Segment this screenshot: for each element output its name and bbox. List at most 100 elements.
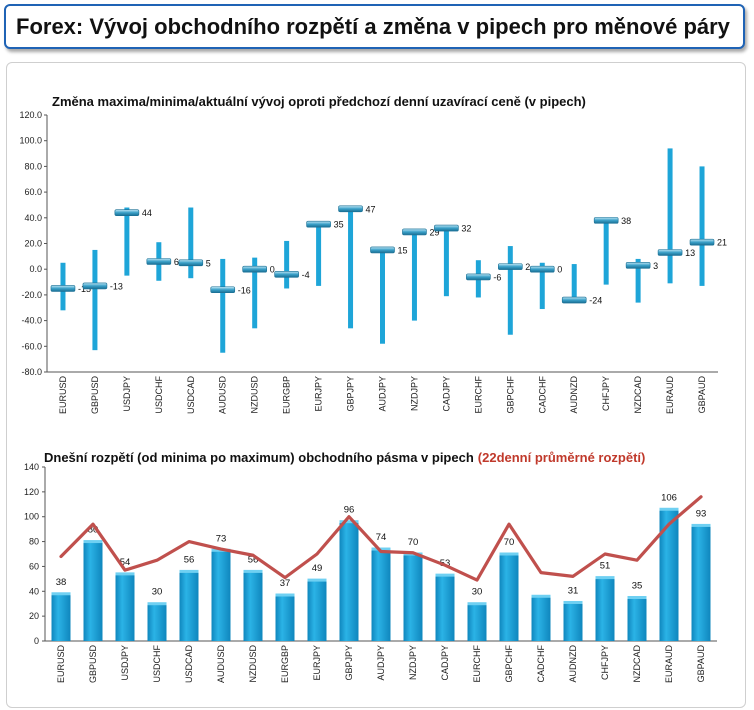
range-value-bar-top: [531, 594, 551, 598]
bar-category-label: NZDCAD: [632, 645, 642, 683]
bar-category-label: CADJPY: [440, 645, 450, 681]
range-value-label: 35: [632, 581, 643, 592]
range-value-bar-top: [243, 569, 263, 573]
current-marker: [498, 263, 523, 270]
current-value-label: -4: [302, 270, 310, 280]
range-value-bar-top: [307, 578, 327, 582]
range-value-bar-top: [563, 600, 583, 604]
range-value-bar-top: [179, 569, 199, 573]
bar-y-tick-label: 40: [29, 586, 39, 596]
range-value-bar-top: [659, 507, 679, 511]
range-value-bar: [211, 550, 231, 641]
range-value-bar-top: [691, 523, 711, 527]
range-value-bar: [307, 580, 327, 641]
range-chart: 120.0 100.0 80.0 60.0 40.0 20.0 0.0 -20.0 -40.0 -…: [19, 110, 727, 414]
current-marker: [657, 249, 683, 256]
range-bar: [316, 222, 322, 286]
current-marker: [434, 224, 459, 232]
bar-category-label: USDCHF: [152, 644, 162, 682]
range-y-tick-label: 100.0: [19, 136, 42, 146]
current-marker: [402, 228, 427, 236]
range-y-tick-label: 40.0: [24, 213, 42, 223]
range-value-label: 93: [696, 508, 707, 519]
range-value-bar: [659, 509, 679, 641]
current-marker: [625, 262, 651, 269]
range-value-bar-top: [339, 520, 359, 524]
range-bar: [124, 207, 130, 276]
range-value-label: 51: [600, 561, 611, 572]
range-value-bar-top: [467, 602, 487, 606]
range-category-label: GBPAUD: [697, 376, 707, 414]
current-marker: [50, 285, 76, 292]
range-category-label: AUDNZD: [569, 376, 579, 414]
range-value-label: 70: [504, 537, 515, 548]
range-value-bar-top: [435, 573, 455, 577]
current-value-label: 0: [557, 265, 562, 275]
range-y-tick-label: 120.0: [19, 110, 42, 120]
range-category-label: EURGBP: [282, 376, 292, 414]
range-value-label: 56: [248, 554, 259, 565]
range-category-label: AUDUSD: [218, 376, 228, 415]
bar-category-label: GBPCHF: [504, 645, 514, 683]
range-value-bar: [627, 597, 647, 641]
range-bar: [252, 257, 258, 329]
current-marker: [210, 286, 236, 294]
range-value-bar-top: [51, 592, 71, 596]
range-value-label: 30: [152, 587, 163, 598]
range-category-label: USDCAD: [186, 376, 196, 415]
range-value-bar: [275, 595, 295, 641]
range-value-bar: [467, 603, 487, 641]
range-value-bar: [371, 549, 391, 641]
range-y-tick-label: -20.0: [21, 290, 42, 300]
current-value-label: 3: [653, 261, 658, 271]
range-category-label: CADCHF: [537, 375, 547, 413]
range-value-label: 49: [312, 563, 323, 574]
range-category-label: EURUSD: [58, 376, 68, 415]
bar-category-label: EURAUD: [664, 645, 674, 684]
range-value-label: 74: [376, 532, 387, 543]
bar-category-label: AUDNZD: [568, 645, 578, 683]
range-bar: [699, 166, 705, 286]
range-category-label: EURJPY: [314, 376, 324, 412]
range-bar: [411, 230, 417, 321]
range-bar: [539, 262, 545, 310]
bar-category-label: AUDJPY: [376, 645, 386, 681]
range-value-label: 96: [344, 505, 355, 516]
range-value-label: 70: [408, 537, 419, 548]
current-marker: [274, 271, 299, 278]
range-bar: [507, 246, 513, 335]
current-marker: [370, 246, 395, 254]
range-value-label: 31: [568, 585, 579, 596]
bar-category-label: EURUSD: [56, 645, 66, 684]
range-value-label: 38: [56, 577, 67, 588]
range-value-bar-top: [115, 572, 135, 576]
range-bar-chart: 140 120 100 80 60 40 20 0 38 EURUSD 80 GBPUSD 54 USDJ…: [24, 462, 717, 683]
current-value-label: 29: [429, 227, 439, 237]
range-value-bar-top: [83, 540, 103, 544]
current-value-label: -13: [110, 281, 123, 291]
bar-y-tick-label: 100: [24, 512, 39, 522]
range-chart-title: Změna maxima/minima/aktuální vývoj oprot…: [52, 94, 586, 109]
range-value-bar: [339, 521, 359, 641]
range-category-label: NZDJPY: [409, 376, 419, 411]
range-bar: [603, 217, 609, 285]
range-y-tick-label: 20.0: [24, 239, 42, 249]
range-value-bar: [403, 554, 423, 641]
current-value-label: -16: [238, 285, 251, 295]
bar-category-label: NZDUSD: [248, 645, 258, 683]
current-marker: [561, 296, 587, 304]
bar-category-label: CHFJPY: [600, 645, 610, 680]
range-value-bar: [563, 602, 583, 641]
current-marker: [178, 259, 204, 267]
range-bar: [348, 207, 354, 329]
range-value-label: 106: [661, 492, 677, 503]
range-value-bar: [691, 525, 711, 641]
range-category-label: EURAUD: [665, 376, 675, 415]
range-bar: [571, 264, 577, 302]
range-category-label: NZDUSD: [250, 376, 260, 414]
range-value-bar: [115, 573, 135, 641]
range-y-tick-label: -80.0: [21, 367, 42, 377]
range-value-bar: [595, 577, 615, 641]
